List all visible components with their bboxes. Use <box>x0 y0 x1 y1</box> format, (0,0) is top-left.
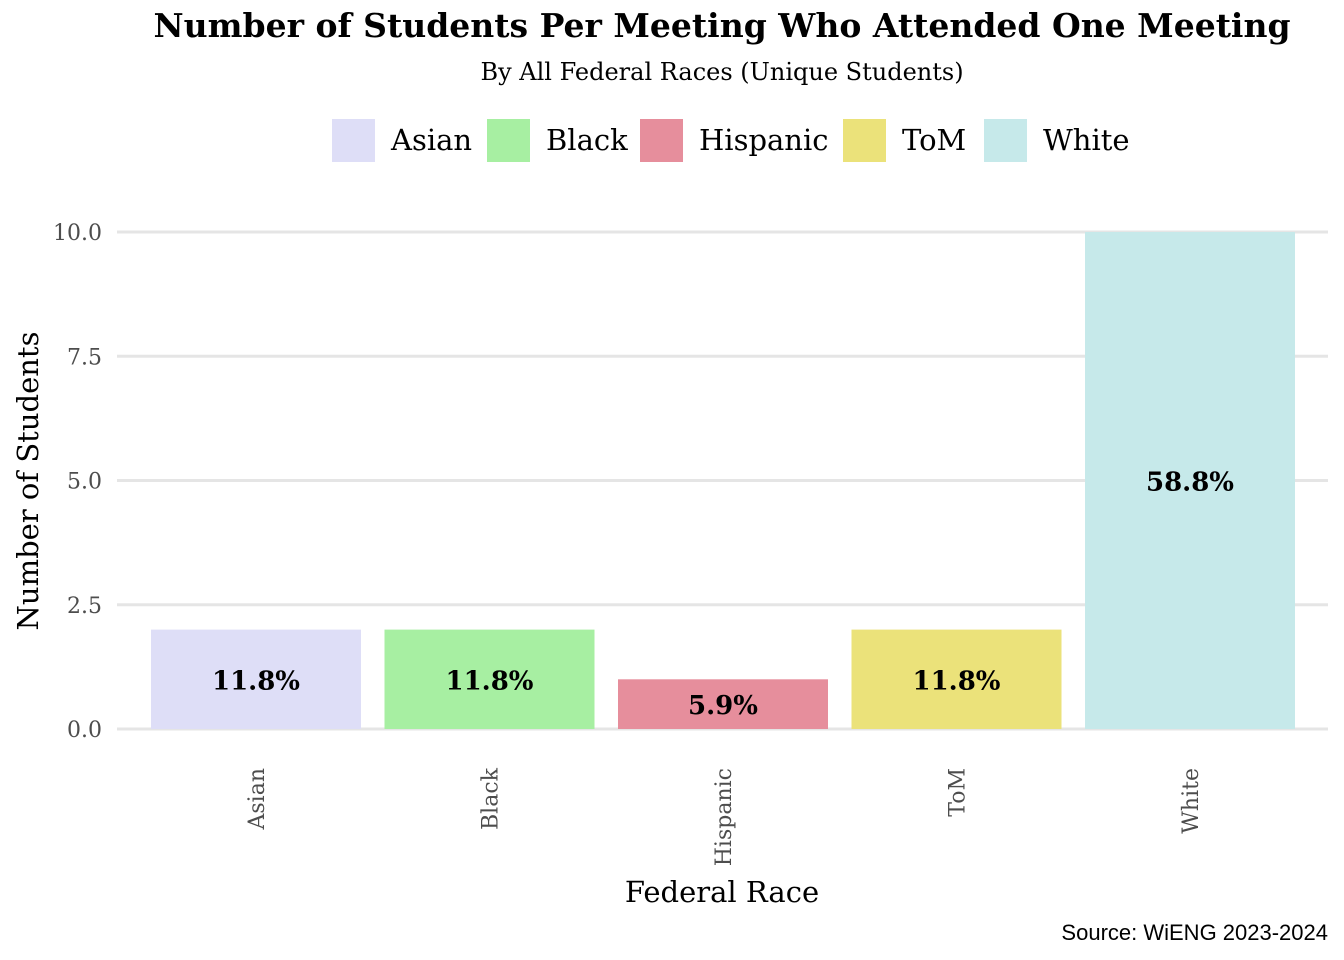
legend-item-white: White <box>984 118 1130 162</box>
y-tick-label: 2.5 <box>67 594 102 619</box>
legend-item-tom: ToM <box>843 118 966 162</box>
legend-label-white: White <box>1043 123 1130 157</box>
data-labels: 11.8% 11.8% 5.9% 11.8% 58.8% <box>212 468 1234 722</box>
y-axis-ticks: 0.0 2.5 5.0 7.5 10.0 <box>53 221 102 743</box>
chart-subtitle: By All Federal Races (Unique Students) <box>480 58 964 86</box>
data-label-black: 11.8% <box>445 666 533 696</box>
legend-label-tom: ToM <box>902 123 967 157</box>
x-tick-label-white: White <box>1179 768 1204 834</box>
data-label-tom: 11.8% <box>912 666 1000 696</box>
x-tick-label-black: Black <box>479 767 504 830</box>
legend-swatch-asian <box>332 118 375 162</box>
x-axis-label: Federal Race <box>625 875 819 909</box>
legend-item-black: Black <box>487 118 628 162</box>
chart-title: Number of Students Per Meeting Who Atten… <box>153 6 1291 45</box>
bar-tom <box>851 629 1062 729</box>
y-tick-label: 0.0 <box>67 718 102 743</box>
legend-swatch-hispanic <box>640 118 683 162</box>
data-label-asian: 11.8% <box>212 666 300 696</box>
y-tick-label: 10.0 <box>53 221 102 246</box>
y-tick-label: 7.5 <box>67 345 102 370</box>
y-axis-label: Number of Students <box>11 332 45 631</box>
bar-white <box>1085 232 1295 729</box>
x-tick-label-asian: Asian <box>245 768 270 831</box>
legend-swatch-black <box>487 118 530 162</box>
legend-item-asian: Asian <box>332 118 472 162</box>
data-label-white: 58.8% <box>1146 468 1234 498</box>
x-axis-ticks: Asian Black Hispanic ToM White <box>245 767 1204 866</box>
data-label-hispanic: 5.9% <box>688 691 758 721</box>
x-tick-label-tom: ToM <box>946 768 971 817</box>
legend-label-hispanic: Hispanic <box>699 123 829 157</box>
bars <box>151 232 1295 729</box>
x-tick-label-hispanic: Hispanic <box>712 768 737 866</box>
bar-asian <box>151 629 361 729</box>
legend: Asian Black Hispanic ToM White <box>0 118 1344 162</box>
source-caption: Source: WiENG 2023-2024 <box>1061 920 1328 945</box>
legend-swatch-tom <box>843 118 886 162</box>
legend-item-hispanic: Hispanic <box>640 118 829 162</box>
legend-label-black: Black <box>546 123 628 157</box>
y-tick-label: 5.0 <box>67 470 102 495</box>
bar-black <box>384 629 595 729</box>
legend-swatch-white <box>984 118 1027 162</box>
bar-hispanic <box>618 679 828 729</box>
legend-label-asian: Asian <box>391 123 473 157</box>
